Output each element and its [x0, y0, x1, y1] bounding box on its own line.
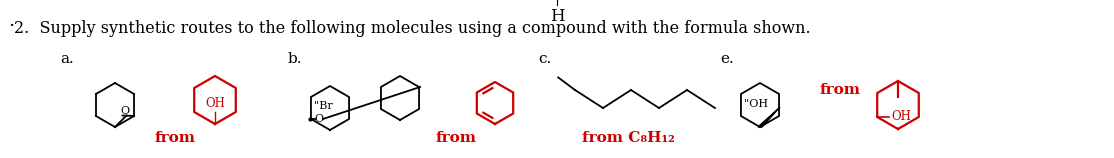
Text: b.: b. [289, 52, 303, 66]
Text: ''Br: ''Br [314, 101, 334, 111]
Text: H: H [549, 8, 565, 25]
Text: from: from [155, 131, 195, 145]
Text: from: from [820, 83, 860, 97]
Text: ''OH: ''OH [744, 99, 769, 109]
Polygon shape [758, 107, 780, 127]
Text: 2.  Supply synthetic routes to the following molecules using a compound with the: 2. Supply synthetic routes to the follow… [14, 20, 811, 37]
Text: c.: c. [538, 52, 551, 66]
Text: OH: OH [205, 97, 225, 110]
Text: e.: e. [720, 52, 734, 66]
Text: O: O [120, 106, 129, 116]
Text: from C₈H₁₂: from C₈H₁₂ [582, 131, 674, 145]
Text: from: from [436, 131, 477, 145]
Text: OH: OH [891, 110, 911, 124]
Text: a.: a. [60, 52, 74, 66]
Text: O: O [314, 114, 323, 124]
Text: .: . [8, 12, 14, 30]
